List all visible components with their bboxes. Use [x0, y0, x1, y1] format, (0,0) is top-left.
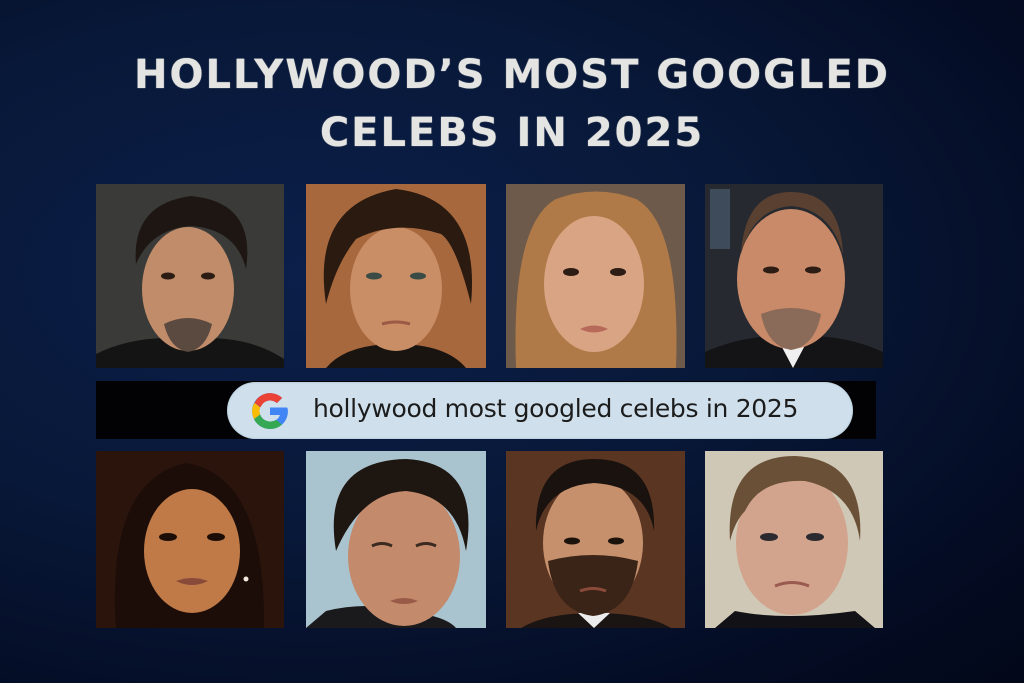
portrait-row2-1 [96, 451, 284, 628]
title-line-2: CELEBS IN 2025 [319, 110, 705, 156]
portrait-image [306, 184, 486, 368]
portrait-row1-3 [506, 184, 685, 368]
portrait-row1-4 [705, 184, 883, 368]
portrait-image [506, 184, 685, 368]
portrait-image [96, 184, 284, 368]
search-query-text: hollywood most googled celebs in 2025 [313, 394, 799, 423]
portrait-row2-2 [306, 451, 486, 628]
google-g-icon [252, 393, 288, 429]
portrait-image [705, 184, 883, 368]
portrait-row1-1 [96, 184, 284, 368]
portrait-image [506, 451, 685, 628]
title-line-1: HOLLYWOOD’S MOST GOOGLED [134, 52, 890, 98]
portrait-image [705, 451, 883, 628]
portrait-row2-4 [705, 451, 883, 628]
portrait-row2-3 [506, 451, 685, 628]
portrait-image [306, 451, 486, 628]
portrait-row1-2 [306, 184, 486, 368]
search-bar[interactable]: hollywood most googled celebs in 2025 [227, 382, 853, 439]
portrait-image [96, 451, 284, 628]
